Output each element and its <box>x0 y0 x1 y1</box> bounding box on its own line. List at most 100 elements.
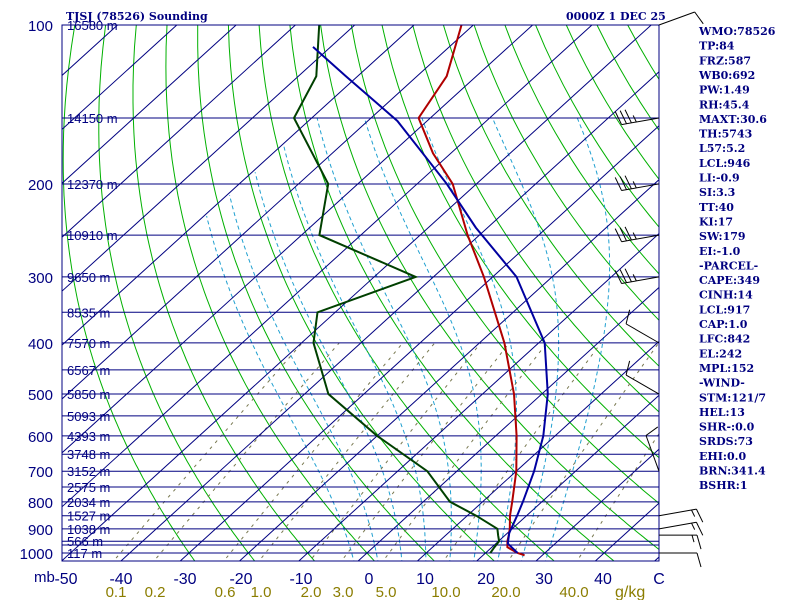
index-value: EHI:0.0 <box>699 450 746 463</box>
wind-barb-half-flag <box>632 274 637 282</box>
wind-barb <box>614 175 660 192</box>
dry-adiabat <box>350 25 659 505</box>
temp-tick-label: 40 <box>594 571 612 588</box>
wind-barb <box>659 534 702 550</box>
wind-barb-staff <box>645 435 660 472</box>
height-label: 3152 m <box>67 464 110 479</box>
temp-tick-label: -50 <box>54 571 77 588</box>
wind-barb-staff <box>621 117 660 126</box>
wind-barb-staff <box>621 276 660 285</box>
wind-barb <box>658 508 704 523</box>
wind-barb <box>614 109 660 126</box>
index-value: RH:45.4 <box>699 98 750 111</box>
index-value: TP:84 <box>699 40 735 53</box>
index-value: MAXT:30.6 <box>699 113 767 126</box>
wind-barb-staff <box>621 234 660 243</box>
index-value: LFC:842 <box>699 333 750 346</box>
temp-tick-label: -10 <box>289 571 312 588</box>
height-label: 3748 m <box>67 447 110 462</box>
wind-barb-flag <box>624 268 632 282</box>
wind-barb-flag <box>614 270 623 284</box>
wind-barb-staff <box>625 323 660 344</box>
wind-barb-flag <box>619 110 627 124</box>
dry-adiabat <box>197 25 436 561</box>
wind-barb-half-flag <box>691 509 696 517</box>
wind-barbs <box>614 11 704 568</box>
wind-barb-flag <box>619 269 627 283</box>
isotherm <box>535 448 659 561</box>
pressure-tick-label: 700 <box>28 464 53 481</box>
index-value: CINH:14 <box>699 289 753 302</box>
background-lines <box>62 25 659 561</box>
dry-adiabat <box>442 25 659 367</box>
isotherm <box>475 394 659 561</box>
temp-tick-label: 10 <box>416 571 434 588</box>
wind-barb-flag <box>694 11 704 25</box>
isotherm <box>298 232 659 561</box>
isotherm <box>62 25 237 184</box>
mixing-ratio-line <box>382 342 548 561</box>
mixing-ratio-line <box>507 342 659 561</box>
index-value: PW:1.49 <box>699 84 750 97</box>
isotherm <box>62 25 593 508</box>
mixing-ratio-line <box>223 342 404 561</box>
wind-barb-staff <box>658 508 697 517</box>
isotherm <box>62 25 415 346</box>
wind-barb-flag <box>619 227 627 242</box>
wind-barb-flag <box>696 552 702 568</box>
height-label: 5093 m <box>67 409 110 424</box>
height-label: 9650 m <box>67 270 110 285</box>
wind-barb-staff <box>621 183 660 192</box>
wind-barb-flag <box>696 534 702 550</box>
dry-adiabat <box>473 25 659 321</box>
wind-barb-flag <box>624 109 632 124</box>
mixing-ratio-tick-label: 10.0 <box>431 584 460 600</box>
index-value: LCL:917 <box>699 303 750 316</box>
index-value: WB0:692 <box>698 69 755 82</box>
wind-barb-flag <box>624 226 632 241</box>
dry-adiabat <box>412 25 659 413</box>
mixing-ratio-tick-label: 20.0 <box>491 584 520 600</box>
pressure-tick-label: 900 <box>28 522 53 539</box>
moist-adiabat <box>283 146 427 561</box>
isotherm <box>62 25 652 561</box>
mixing-ratio-line <box>153 342 340 561</box>
wind-barb <box>658 11 704 26</box>
isotherm <box>120 71 659 561</box>
pressure-tick-label: 400 <box>28 336 53 353</box>
dry-adiabat <box>504 25 659 275</box>
height-label: 2034 m <box>67 495 110 510</box>
wind-barb <box>614 268 660 285</box>
mixing-ratio-tick-label: 0.2 <box>145 584 166 600</box>
mixing-ratio-line <box>309 342 482 561</box>
index-value: MPL:152 <box>699 362 754 375</box>
mixing-ratio-tick-label: 5.0 <box>376 584 397 600</box>
wind-barb-flag <box>614 177 623 191</box>
index-value: HEL:13 <box>699 406 745 419</box>
dry-adiabat <box>320 25 659 551</box>
wind-barb-staff <box>625 374 660 395</box>
index-value: SW:179 <box>699 230 746 243</box>
mixing-ratio-tick-label: 0.1 <box>106 584 127 600</box>
moist-adiabat <box>206 215 355 561</box>
mixing-ratio-unit-label: g/kg <box>615 584 645 600</box>
parcel-trace <box>312 46 549 554</box>
wind-barb <box>614 226 660 243</box>
wind-barb-half-flag <box>632 181 637 189</box>
temp-tick-label: 20 <box>477 571 495 588</box>
temp-tick-label: C <box>653 571 665 588</box>
index-value: -PARCEL- <box>699 259 758 272</box>
height-label: 10910 m <box>67 228 118 243</box>
temp-tick-label: -30 <box>173 571 196 588</box>
index-value: EL:242 <box>699 347 742 360</box>
index-value: STM:121/7 <box>699 391 766 404</box>
isotherm <box>238 178 659 561</box>
height-label: 5850 m <box>67 387 110 402</box>
pressure-unit-label: mb <box>34 569 55 586</box>
mixing-ratio-tick-label: 0.6 <box>215 584 236 600</box>
height-label: 16580 m <box>67 18 118 33</box>
pressure-tick-label: 100 <box>28 18 53 35</box>
